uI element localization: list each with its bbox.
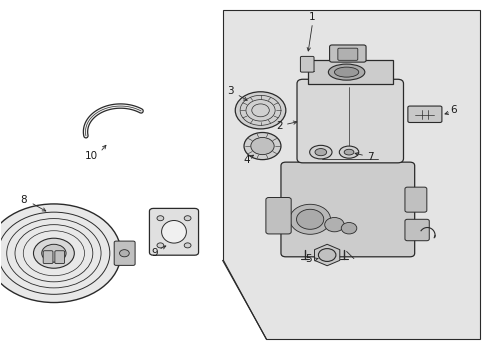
- Circle shape: [119, 249, 129, 257]
- Polygon shape: [314, 244, 339, 266]
- Ellipse shape: [309, 145, 331, 159]
- Circle shape: [296, 209, 323, 229]
- Circle shape: [341, 222, 356, 234]
- Circle shape: [184, 243, 191, 248]
- Polygon shape: [307, 60, 392, 84]
- Ellipse shape: [161, 221, 186, 243]
- FancyBboxPatch shape: [404, 187, 426, 212]
- FancyBboxPatch shape: [329, 45, 366, 62]
- FancyBboxPatch shape: [114, 241, 135, 265]
- FancyBboxPatch shape: [296, 79, 403, 163]
- Circle shape: [33, 238, 74, 268]
- Polygon shape: [222, 10, 479, 339]
- Text: 9: 9: [151, 248, 158, 258]
- FancyBboxPatch shape: [149, 208, 198, 255]
- Text: 2: 2: [276, 121, 282, 131]
- Circle shape: [184, 216, 191, 221]
- Text: 6: 6: [449, 105, 456, 115]
- FancyBboxPatch shape: [55, 251, 64, 264]
- Circle shape: [289, 204, 330, 234]
- FancyBboxPatch shape: [404, 219, 428, 241]
- Text: 8: 8: [20, 195, 26, 204]
- Circle shape: [41, 244, 66, 262]
- Circle shape: [318, 249, 335, 261]
- FancyBboxPatch shape: [300, 57, 313, 72]
- Circle shape: [324, 217, 344, 232]
- Text: 7: 7: [366, 152, 372, 162]
- Text: 1: 1: [308, 13, 315, 22]
- FancyBboxPatch shape: [407, 106, 441, 122]
- Circle shape: [157, 243, 163, 248]
- Circle shape: [0, 204, 121, 302]
- Circle shape: [250, 138, 274, 155]
- Ellipse shape: [328, 64, 364, 80]
- Circle shape: [244, 132, 281, 159]
- Ellipse shape: [344, 149, 353, 155]
- Circle shape: [157, 216, 163, 221]
- FancyBboxPatch shape: [337, 48, 357, 60]
- Ellipse shape: [339, 146, 358, 158]
- FancyBboxPatch shape: [281, 162, 414, 257]
- FancyBboxPatch shape: [265, 198, 290, 234]
- Circle shape: [235, 92, 285, 129]
- Text: 10: 10: [84, 151, 98, 161]
- Text: 4: 4: [243, 156, 250, 165]
- Ellipse shape: [334, 67, 358, 77]
- Text: 5: 5: [305, 254, 311, 264]
- Ellipse shape: [314, 149, 326, 156]
- Text: 3: 3: [227, 86, 234, 96]
- FancyBboxPatch shape: [43, 251, 53, 264]
